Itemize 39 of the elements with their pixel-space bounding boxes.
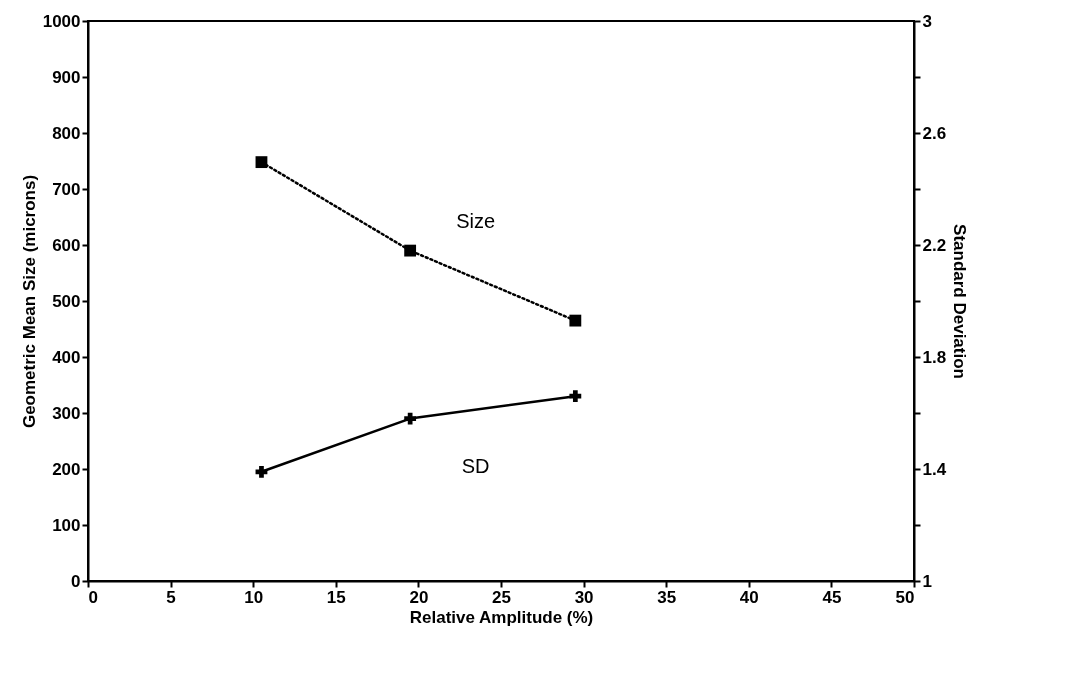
y2-tick-label: 1 xyxy=(922,571,932,591)
y-tick-label: 100 xyxy=(52,515,81,535)
x-tick-label: 10 xyxy=(244,587,264,607)
y2-tick-label: 3 xyxy=(922,11,932,31)
y-tick-label: 300 xyxy=(52,403,81,423)
point xyxy=(255,465,268,478)
series-label: Size xyxy=(456,210,496,233)
y2-tick-label: 1.8 xyxy=(922,347,947,367)
x-tick-label: 5 xyxy=(166,587,176,607)
y-tick-label: 500 xyxy=(52,291,81,311)
y-tick-label: 200 xyxy=(52,459,81,479)
text: SD xyxy=(461,454,490,477)
x-axis-title: Relative Amplitude (%) xyxy=(409,607,594,627)
point xyxy=(255,156,268,169)
point xyxy=(404,244,417,257)
y2-tick-label: 2.2 xyxy=(922,235,947,255)
x-tick-label: 50 xyxy=(895,587,915,607)
y-tick-label: 400 xyxy=(52,347,81,367)
x-tick-label: 0 xyxy=(88,587,98,607)
x-tick-label: 40 xyxy=(739,587,759,607)
y-tick-label: 1000 xyxy=(42,11,81,31)
y2-tick-label: 2.6 xyxy=(922,123,947,143)
y2-axis-title: Standard Deviation xyxy=(950,224,970,379)
y-tick-label: 800 xyxy=(52,123,81,143)
y2-tick-label: 1.4 xyxy=(922,459,947,479)
x-tick-label: 20 xyxy=(409,587,429,607)
y-tick-label: 900 xyxy=(52,67,81,87)
x-tick-label: 35 xyxy=(657,587,677,607)
x-tick-label: 30 xyxy=(574,587,594,607)
y-tick-label: 0 xyxy=(71,571,81,591)
point xyxy=(569,314,582,327)
y-tick-label: 700 xyxy=(52,179,81,199)
x-tick-label: 45 xyxy=(822,587,842,607)
y-tick-label: 600 xyxy=(52,235,81,255)
point xyxy=(569,390,582,403)
x-tick-label: 25 xyxy=(492,587,511,607)
y-axis-title: Geometric Mean Size (microns) xyxy=(19,174,39,429)
point xyxy=(404,412,417,425)
x-tick-label: 15 xyxy=(326,587,346,607)
